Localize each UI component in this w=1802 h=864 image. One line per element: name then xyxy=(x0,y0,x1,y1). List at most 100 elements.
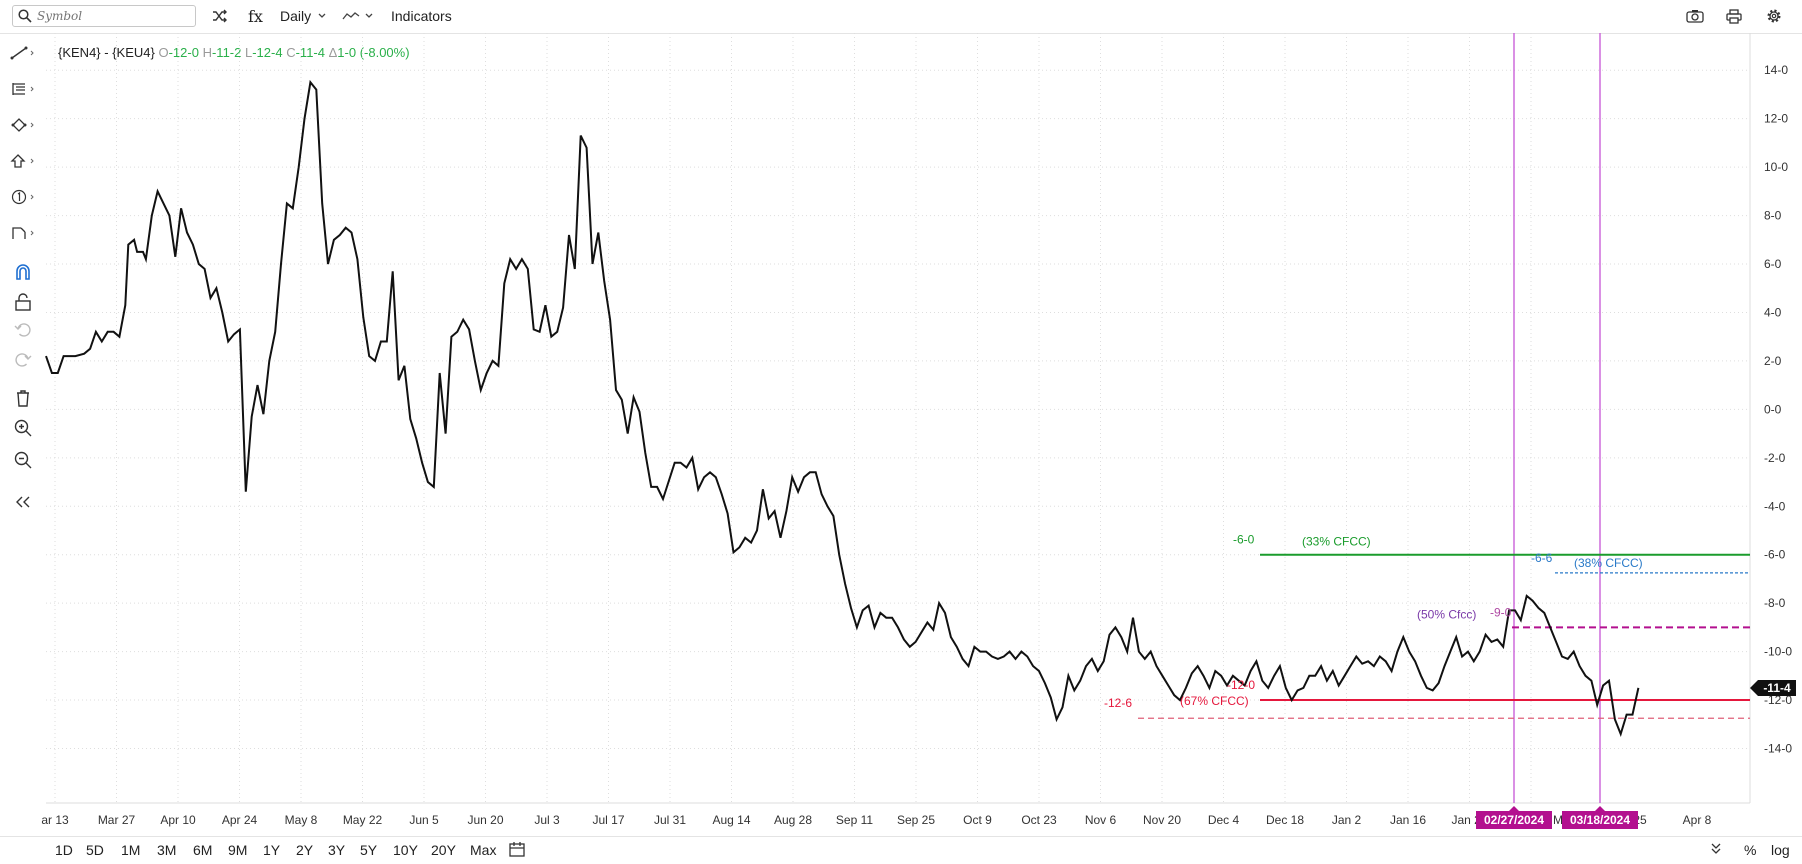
green-level-price-label: -6-0 xyxy=(1233,533,1255,547)
x-tick-label: Jun 5 xyxy=(409,813,439,827)
red-level-price-label: -12-0 xyxy=(1227,678,1255,692)
x-tick-label: May 8 xyxy=(285,813,318,827)
x-tick-label: Apr 10 xyxy=(160,813,196,827)
interval-dropdown[interactable]: Daily xyxy=(280,5,327,27)
legend-change-value: 1-0 (-8.00%) xyxy=(337,45,410,60)
red-low-price-label: -12-6 xyxy=(1104,696,1132,710)
arrow-tool-icon[interactable] xyxy=(8,149,38,173)
range-max[interactable]: Max xyxy=(470,842,497,858)
blue-level-price-label: -6-6 xyxy=(1531,551,1553,565)
log-toggle[interactable]: log xyxy=(1771,842,1790,858)
range-3y[interactable]: 3Y xyxy=(328,842,346,858)
time-axis: ar 13 Mar 27 Apr 10 Apr 24 May 8 May 22 Jun 5 J… xyxy=(41,813,1711,827)
y-tick-label: -2-0 xyxy=(1764,451,1786,465)
formula-button[interactable]: fx xyxy=(248,6,263,26)
x-tick-label: Mar 27 xyxy=(98,813,136,827)
range-1m[interactable]: 1M xyxy=(121,842,141,858)
zoom-in-icon[interactable] xyxy=(8,416,38,440)
search-input[interactable] xyxy=(37,7,187,25)
x-tick-label: Jun 20 xyxy=(467,813,503,827)
interval-label: Daily xyxy=(280,8,312,24)
legend-change-label: Δ xyxy=(328,45,338,60)
x-tick-label: Jul 3 xyxy=(534,813,560,827)
range-9m[interactable]: 9M xyxy=(228,842,248,858)
price-chart[interactable]: 14-012-010-08-06-04-02-00-0-2-0-4-0-6-0-… xyxy=(0,33,1802,836)
chart-type-dropdown[interactable] xyxy=(342,5,374,27)
x-tick-label: Sep 25 xyxy=(897,813,935,827)
y-tick-label: 12-0 xyxy=(1764,112,1788,126)
x-tick-label: Apr 8 xyxy=(1683,813,1712,827)
y-tick-label: -10-0 xyxy=(1764,645,1792,659)
range-3m[interactable]: 3M xyxy=(157,842,177,858)
range-10y[interactable]: 10Y xyxy=(393,842,418,858)
vline-date-tag-2-bg xyxy=(1562,811,1638,829)
symbol-search[interactable] xyxy=(12,5,196,27)
print-icon[interactable] xyxy=(1726,5,1742,27)
trash-icon[interactable] xyxy=(8,386,38,410)
shuffle-icon[interactable] xyxy=(212,5,228,27)
zoom-out-icon[interactable] xyxy=(8,448,38,472)
x-tick-label: Dec 4 xyxy=(1208,813,1240,827)
chart-legend: {KEN4} - {KEU4} O-12-0 H-11-2 L-12-4 C-1… xyxy=(58,45,410,60)
collapse-panel-icon[interactable] xyxy=(1710,842,1722,859)
line-chart-icon xyxy=(342,12,360,20)
fib-tool-icon[interactable] xyxy=(8,77,38,101)
range-2y[interactable]: 2Y xyxy=(296,842,314,858)
x-tick-label: ar 13 xyxy=(41,813,69,827)
x-tick-label: Jul 17 xyxy=(592,813,624,827)
legend-high-label: H xyxy=(202,45,212,60)
trendline-tool-icon[interactable] xyxy=(8,41,38,65)
camera-icon[interactable] xyxy=(1686,5,1704,27)
percent-toggle[interactable]: % xyxy=(1744,842,1757,858)
x-tick-label: Apr 24 xyxy=(222,813,258,827)
collapse-sidebar-icon[interactable] xyxy=(8,490,38,514)
last-price-tag xyxy=(1750,679,1796,696)
range-1d[interactable]: 1D xyxy=(55,842,73,858)
last-price-label: -11-4 xyxy=(1763,681,1791,695)
legend-open-label: O xyxy=(158,45,169,60)
gear-icon[interactable] xyxy=(1766,5,1782,27)
x-tick-label: Nov 6 xyxy=(1085,813,1117,827)
indicators-button[interactable]: Indicators xyxy=(391,8,452,24)
y-tick-label: -8-0 xyxy=(1764,596,1786,610)
x-tick-label: Jan 16 xyxy=(1390,813,1426,827)
vline-date-tag-2-pointer xyxy=(1595,806,1605,811)
measure-tool-icon[interactable] xyxy=(8,221,38,245)
shape-tool-icon[interactable] xyxy=(8,113,38,137)
green-level-label: (33% CFCC) xyxy=(1302,535,1371,549)
x-tick-label: Aug 28 xyxy=(774,813,812,827)
legend-close-value: -11-4 xyxy=(295,45,325,60)
y-tick-label: 6-0 xyxy=(1764,257,1782,271)
range-1y[interactable]: 1Y xyxy=(263,842,281,858)
x-tick-label: Nov 20 xyxy=(1143,813,1181,827)
calendar-icon[interactable] xyxy=(509,841,525,860)
unlock-icon[interactable] xyxy=(8,290,38,314)
search-icon xyxy=(18,9,32,23)
drawing-tools-sidebar xyxy=(0,34,44,838)
y-tick-label: 2-0 xyxy=(1764,354,1782,368)
annotation-tool-icon[interactable] xyxy=(8,185,38,209)
x-tick-label: M xyxy=(1553,813,1563,827)
legend-low-label: L xyxy=(244,45,253,60)
chart-grid xyxy=(46,33,1751,804)
chevron-down-icon xyxy=(365,13,373,18)
undo-icon[interactable] xyxy=(8,318,38,342)
overlay-labels: -6-0 (33% CFCC) -6-6 (38% CFCC) -9-0 (50% Cfc… xyxy=(1104,533,1796,829)
vline-date-tag-1: 02/27/2024 xyxy=(1484,813,1544,827)
y-tick-label: -4-0 xyxy=(1764,499,1786,513)
y-tick-label: 0-0 xyxy=(1764,402,1782,416)
vline-date-tag-1-bg xyxy=(1476,811,1552,829)
purple-level-price-label: -9-0 xyxy=(1490,605,1512,619)
range-20y[interactable]: 20Y xyxy=(431,842,456,858)
magnet-icon[interactable] xyxy=(8,260,38,284)
y-tick-label: 4-0 xyxy=(1764,305,1782,319)
range-6m[interactable]: 6M xyxy=(193,842,213,858)
range-5y[interactable]: 5Y xyxy=(360,842,378,858)
redo-icon[interactable] xyxy=(8,348,38,372)
x-tick-label: Aug 14 xyxy=(712,813,750,827)
y-tick-label: 8-0 xyxy=(1764,209,1782,223)
red-level-label: (67% CFCC) xyxy=(1180,694,1249,708)
range-5d[interactable]: 5D xyxy=(86,842,104,858)
legend-open-value: -12-0 xyxy=(168,45,199,60)
x-tick-label: Sep 11 xyxy=(836,813,873,827)
